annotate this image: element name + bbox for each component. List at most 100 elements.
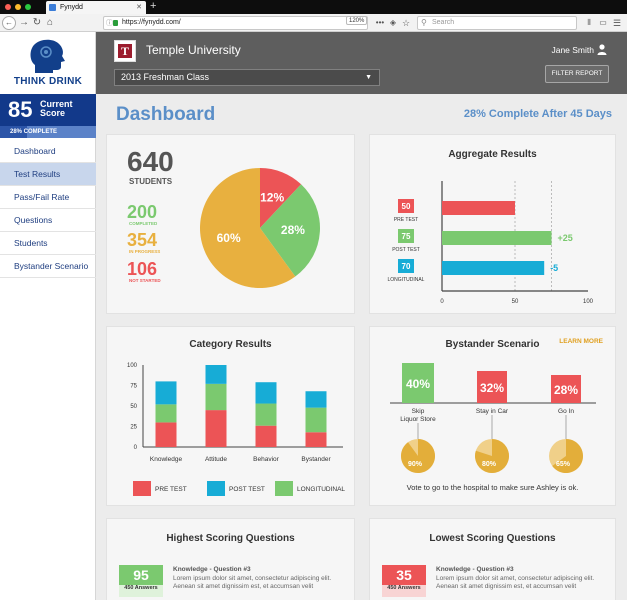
sub-pie-slice: [401, 439, 435, 473]
search-icon: ⚲: [421, 18, 427, 27]
forward-icon[interactable]: →: [19, 17, 29, 28]
page-title: Dashboard: [116, 104, 216, 125]
class-select[interactable]: 2013 Freshman Class ▼: [114, 69, 380, 86]
pie-slice: [260, 184, 320, 277]
y-tick-label: 50: [130, 404, 137, 410]
x-tick-label: Knowledge: [150, 456, 183, 463]
app-logo[interactable]: THINK DRINK: [0, 32, 96, 94]
stacked-bar-segment: [205, 365, 227, 384]
tab-title: Fynydd: [60, 4, 83, 11]
browser-tab[interactable]: Fynydd ✕: [46, 1, 146, 14]
reload-icon[interactable]: ↻: [32, 17, 42, 28]
completed-label: COMPLETED: [129, 221, 158, 226]
filter-report-button[interactable]: FILTER REPORT: [545, 65, 609, 83]
category-results-chart: 0 25 50 75 100 Knowledge Attitude Behavior Bysta…: [127, 363, 345, 496]
sub-pie-slice: [475, 439, 509, 473]
university-logo: T: [114, 40, 136, 62]
sidebar-toggle-icon[interactable]: ▭: [599, 18, 607, 27]
bystander-scenario-card: Bystander Scenario LEARN MORE 40% Skip Liq…: [369, 326, 616, 506]
bar: [442, 261, 545, 275]
total-students: 640: [127, 146, 174, 177]
url-bar[interactable]: ⓘ https://fynydd.com/: [103, 16, 368, 30]
back-icon[interactable]: ←: [2, 16, 16, 30]
bar-delta-label: +25: [558, 233, 573, 243]
pocket-icon[interactable]: ◈: [389, 18, 397, 27]
x-tick-label: Behavior: [253, 456, 279, 463]
x-tick-label: Attitude: [205, 456, 227, 463]
browser-toolbar: ← → ↻ ⌂ ⓘ https://fynydd.com/ 120% ••• ◈…: [0, 14, 627, 32]
legend-label: PRE TEST: [155, 486, 187, 493]
bar: [477, 371, 507, 403]
x-tick-label: 0: [440, 299, 444, 305]
bar-value-label: 32%: [480, 381, 504, 395]
browser-search-input[interactable]: ⚲ Search: [417, 16, 577, 30]
university-name: Temple University: [146, 43, 241, 57]
user-icon[interactable]: [597, 44, 607, 55]
pie-slice-label: 28%: [281, 223, 305, 237]
bar: [402, 363, 434, 403]
question-body: Lorem ipsum dolor sit amet, consectetur …: [173, 575, 332, 582]
legend-swatch: [275, 481, 293, 496]
stacked-bar-segment: [205, 410, 227, 447]
url-text: https://fynydd.com/: [122, 19, 181, 26]
stacked-bar-segment: [205, 383, 227, 411]
y-tick-label: 75: [130, 384, 137, 390]
sidebar-item-questions[interactable]: Questions: [0, 209, 96, 232]
aggregate-results-title: Aggregate Results: [448, 149, 537, 160]
question-title[interactable]: Knowledge - Question #3: [173, 566, 251, 573]
close-tab-icon[interactable]: ✕: [136, 4, 142, 11]
close-window-icon[interactable]: [5, 4, 11, 10]
x-tick-label: Skip: [412, 408, 425, 415]
highest-scoring-title: Highest Scoring Questions: [166, 533, 295, 544]
sub-pie-label: 65%: [556, 461, 571, 468]
question-body: Lorem ipsum dolor sit amet, consectetur …: [436, 575, 595, 582]
x-tick-label: Bystander: [301, 456, 331, 463]
new-tab-icon[interactable]: +: [150, 0, 157, 12]
minimize-window-icon[interactable]: [15, 4, 21, 10]
score-value: 85: [8, 97, 33, 122]
sub-pie-label: 80%: [482, 461, 497, 468]
category-results-title: Category Results: [189, 339, 272, 350]
value-badge: [398, 229, 414, 243]
category-results-card: Category Results 0 25 50 75 100 Knowledge Atti…: [106, 326, 355, 506]
menu-icon[interactable]: ☰: [612, 18, 622, 28]
progress-fill: [0, 126, 27, 138]
bar-category-label: LONGITUDINAL: [388, 277, 425, 283]
sub-pie-slice: [552, 439, 583, 473]
legend-label: LONGITUDINAL: [297, 486, 345, 493]
library-icon[interactable]: ⫴: [587, 18, 591, 27]
x-tick-label: Liquor Store: [400, 416, 436, 423]
legend-swatch: [133, 481, 151, 496]
zoom-indicator[interactable]: 120%: [346, 16, 368, 25]
search-placeholder: Search: [432, 19, 455, 26]
main-content: Dashboard 28% Complete After 45 Days 640…: [96, 94, 627, 600]
app-header: T Temple University 2013 Freshman Class …: [96, 32, 627, 94]
pie-slice: [200, 168, 296, 288]
question-answers: 450 Answers: [119, 585, 163, 597]
user-name[interactable]: Jane Smith: [551, 45, 594, 55]
bookmark-star-icon[interactable]: ☆: [401, 18, 411, 28]
home-icon[interactable]: ⌂: [46, 17, 54, 28]
total-students-label: STUDENTS: [129, 177, 173, 186]
more-icon[interactable]: •••: [375, 18, 385, 27]
question-title[interactable]: Knowledge - Question #3: [436, 566, 514, 573]
learn-more-link[interactable]: LEARN MORE: [559, 338, 603, 345]
bar: [442, 231, 552, 245]
bar-value-label: 28%: [554, 383, 578, 397]
sidebar-menu: Dashboard Test Results Pass/Fail Rate Qu…: [0, 140, 96, 278]
sidebar-item-dashboard[interactable]: Dashboard: [0, 140, 96, 163]
bar: [442, 201, 515, 215]
bar-value-label: 50: [402, 202, 411, 211]
progress-label: 28% COMPLETE: [10, 129, 58, 135]
university-logo-letter: T: [118, 44, 132, 58]
bystander-scenario-title: Bystander Scenario: [445, 339, 540, 350]
sidebar-item-students[interactable]: Students: [0, 232, 96, 255]
sidebar-item-pass-fail-rate[interactable]: Pass/Fail Rate: [0, 186, 96, 209]
maximize-window-icon[interactable]: [25, 4, 31, 10]
info-icon[interactable]: ⓘ: [106, 20, 113, 27]
sidebar-item-bystander-scenario[interactable]: Bystander Scenario: [0, 255, 96, 278]
sidebar-item-test-results[interactable]: Test Results: [0, 163, 96, 186]
stacked-bar-segment: [155, 381, 177, 405]
pie-slice-label: 60%: [217, 231, 241, 245]
pie-slice: [260, 168, 302, 228]
